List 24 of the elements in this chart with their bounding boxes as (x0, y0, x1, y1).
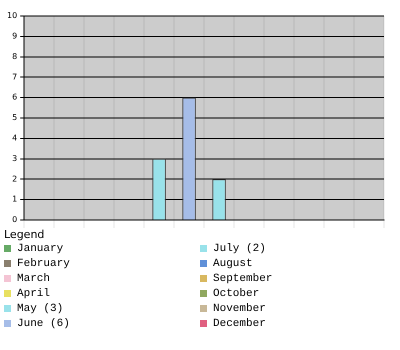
legend-label: July (2) (213, 242, 266, 254)
y-tick-label: 8 (12, 52, 18, 61)
legend-label: June (6) (17, 318, 70, 330)
legend-label: January (17, 242, 64, 254)
legend-label: March (17, 272, 50, 284)
legend-label: April (17, 288, 50, 300)
y-tick-label: 4 (12, 133, 18, 142)
legend-label: May (3) (17, 302, 64, 314)
y-tick-label: 6 (12, 92, 18, 102)
y-tick-label: 2 (12, 174, 18, 184)
legend-label: November (213, 302, 266, 314)
legend-label: December (213, 318, 266, 330)
y-tick-label: 9 (12, 31, 18, 40)
y-tick-label: 3 (12, 154, 18, 163)
y-tick-label: 1 (12, 194, 18, 204)
legend-label: September (213, 272, 272, 284)
legend-title: Legend (4, 228, 46, 241)
legend-label: October (213, 288, 260, 300)
y-tick-label: 7 (12, 72, 18, 82)
legend-label: February (17, 258, 70, 270)
y-tick-label: 0 (12, 215, 18, 224)
y-tick-label: 5 (12, 113, 18, 122)
legend-label: August (213, 258, 253, 270)
y-tick-label: 10 (6, 11, 18, 20)
